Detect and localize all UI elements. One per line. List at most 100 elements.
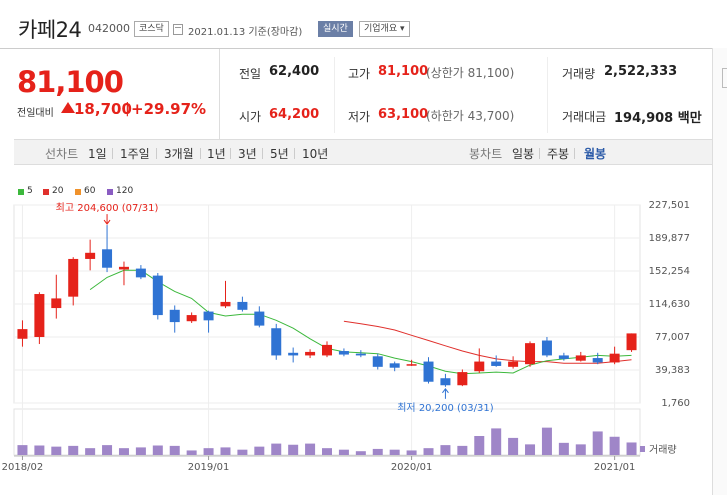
volume-bar bbox=[626, 442, 637, 455]
candle-down bbox=[389, 363, 400, 368]
volume-bar bbox=[372, 448, 383, 455]
header-divider bbox=[0, 48, 712, 49]
volume-label: 거래량 bbox=[649, 444, 677, 456]
candle-weekly[interactable]: 주봉 bbox=[547, 147, 570, 161]
period-10y[interactable]: 10년 bbox=[302, 147, 329, 161]
volume-bar bbox=[423, 448, 434, 455]
candle-up bbox=[305, 351, 316, 356]
stock-name: 카페24 bbox=[18, 18, 82, 42]
volume-bar bbox=[237, 449, 248, 455]
company-info-dropdown[interactable]: 기업개요 ▾ bbox=[359, 21, 410, 37]
open-value: 64,200 bbox=[269, 107, 320, 122]
candle-up bbox=[575, 355, 586, 361]
candle-down bbox=[254, 311, 265, 326]
amount-value: 194,908 백만 bbox=[614, 111, 702, 126]
volume-bar bbox=[322, 448, 332, 455]
candle-up bbox=[474, 361, 485, 372]
candle-up bbox=[609, 353, 620, 363]
period-divider bbox=[574, 148, 575, 159]
candle-up bbox=[34, 294, 45, 338]
low-value: 63,100 bbox=[378, 107, 429, 122]
candles bbox=[17, 225, 637, 387]
prev-close-cell: 전일 62,400 bbox=[239, 53, 339, 89]
candle-down bbox=[237, 301, 248, 310]
candle-monthly[interactable]: 월봉 bbox=[584, 147, 607, 161]
volume-bar bbox=[592, 431, 603, 455]
change-label: 전일대비 bbox=[17, 108, 54, 119]
legend-ma120: 120 bbox=[116, 186, 134, 196]
volume-bar bbox=[51, 446, 62, 455]
volume-bar bbox=[525, 444, 536, 455]
volume-cell: 거래량 2,522,333 bbox=[562, 53, 712, 89]
candle-down bbox=[491, 361, 502, 366]
candle-down bbox=[135, 268, 146, 278]
volume-label: 거래량 bbox=[562, 67, 596, 81]
price-box: 81,100 전일대비 18,700 | +29.97% bbox=[0, 49, 220, 139]
volume-bar bbox=[34, 445, 45, 455]
quote-divider bbox=[334, 57, 335, 133]
candle-down bbox=[440, 378, 451, 386]
legend-ma5: 5 bbox=[27, 186, 33, 196]
candle-up bbox=[118, 266, 129, 270]
legend-ma5-swatch bbox=[18, 189, 24, 195]
candle-down bbox=[271, 328, 282, 356]
candle-down bbox=[152, 275, 163, 316]
volume-bar bbox=[609, 436, 620, 455]
period-divider bbox=[262, 148, 263, 159]
candle-up bbox=[626, 333, 637, 351]
period-3m[interactable]: 3개월 bbox=[164, 147, 194, 161]
legend-ma120-swatch bbox=[107, 189, 113, 195]
period-divider bbox=[294, 148, 295, 159]
prev-close-label: 전일 bbox=[239, 67, 262, 81]
y-tick-label: 114,630 bbox=[649, 299, 690, 310]
volume-bar bbox=[440, 445, 451, 455]
candle-up bbox=[85, 252, 96, 259]
volume-bar bbox=[541, 427, 552, 455]
period-1y[interactable]: 1년 bbox=[207, 147, 226, 161]
stock-header: 카페24 042000 코스닥 2021.01.13 기준(장마감) 실시간 기… bbox=[0, 0, 727, 48]
open-cell: 시가 64,200 bbox=[239, 96, 339, 132]
candle-down bbox=[355, 353, 366, 356]
candle-up bbox=[51, 298, 62, 309]
candle-up bbox=[17, 329, 28, 339]
x-tick-label: 2018/02 bbox=[2, 462, 44, 473]
period-3y[interactable]: 3년 bbox=[238, 147, 257, 161]
high-label: 고가 bbox=[348, 67, 371, 81]
legend-ma20: 20 bbox=[52, 186, 64, 196]
volume-bar bbox=[474, 436, 485, 455]
volume-bar bbox=[271, 443, 282, 455]
y-tick-label: 152,254 bbox=[649, 266, 690, 277]
volume-bar bbox=[254, 446, 265, 455]
period-1w[interactable]: 1주일 bbox=[120, 147, 150, 161]
volume-bar bbox=[135, 447, 146, 455]
candle-up bbox=[525, 343, 536, 365]
legend-ma60-swatch bbox=[75, 189, 81, 195]
period-1d[interactable]: 1일 bbox=[88, 147, 107, 161]
candle-down bbox=[338, 351, 349, 355]
line-chart-label: 선차트 bbox=[45, 147, 79, 161]
candle-up bbox=[68, 258, 79, 297]
high-cell: 고가 81,100 (상한가 81,100) bbox=[348, 53, 548, 89]
volume-bar bbox=[118, 448, 129, 455]
candle-up bbox=[457, 372, 468, 386]
volume-bar bbox=[152, 445, 163, 455]
period-5y[interactable]: 5년 bbox=[270, 147, 289, 161]
stock-code: 042000 bbox=[88, 22, 130, 35]
prev-close-value: 62,400 bbox=[269, 64, 320, 79]
period-divider bbox=[156, 148, 157, 159]
volume-bar bbox=[491, 428, 502, 455]
x-tick-label: 2021/01 bbox=[594, 462, 636, 473]
calendar-icon bbox=[173, 24, 183, 35]
period-divider bbox=[539, 148, 540, 159]
candle-daily[interactable]: 일봉 bbox=[512, 147, 535, 161]
volume-bar bbox=[169, 445, 180, 455]
realtime-button[interactable]: 실시간 bbox=[318, 21, 353, 37]
price-chart[interactable]: 거래량 227,501 189,877 152,254 114,630 77,007 39… bbox=[0, 196, 712, 495]
volume-bar bbox=[220, 447, 231, 455]
candle-down bbox=[541, 340, 552, 356]
low-cell: 저가 63,100 (하한가 43,700) bbox=[348, 96, 548, 132]
current-price: 81,100 bbox=[17, 65, 124, 99]
high-arrowhead-icon bbox=[103, 219, 111, 225]
volume-bar bbox=[575, 444, 586, 455]
volume-bar bbox=[338, 449, 349, 455]
